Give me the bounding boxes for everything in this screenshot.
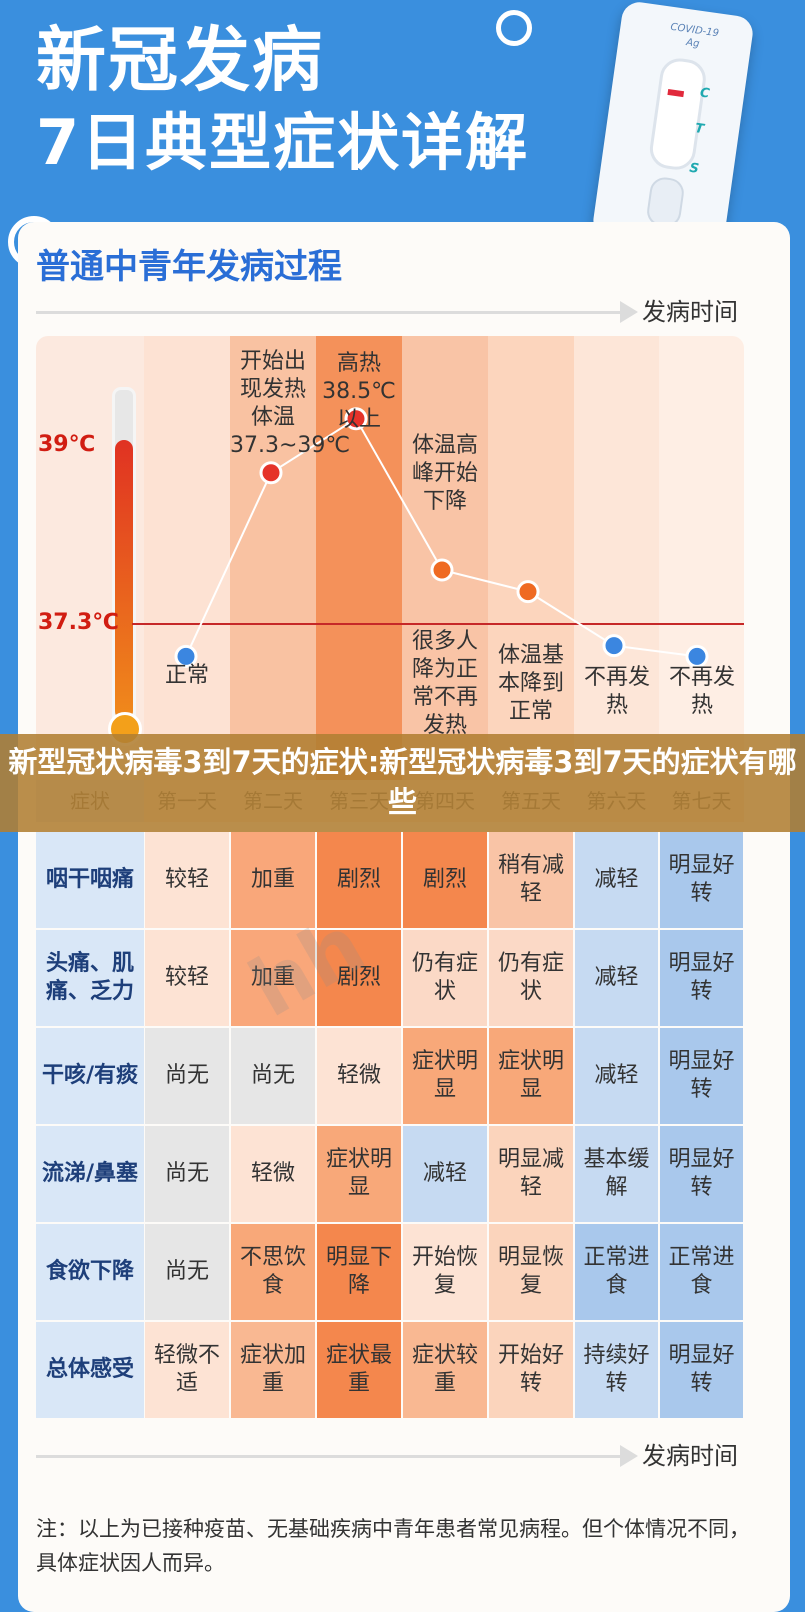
table-row: 头痛、肌痛、乏力 较轻 加重 剧烈 仍有症状 仍有症状 减轻 明显好转 [36, 930, 744, 1028]
threshold-line [132, 623, 744, 625]
symptom-name: 咽干咽痛 [36, 832, 144, 928]
table-cell: 尚无 [145, 1224, 229, 1320]
timeline-arrow-line-bottom [36, 1455, 626, 1458]
table-cell: 尚无 [145, 1028, 229, 1124]
symptom-name: 流涕/鼻塞 [36, 1126, 144, 1222]
table-cell: 仍有症状 [403, 930, 487, 1026]
table-cell: 明显好转 [660, 930, 743, 1026]
table-cell: 基本缓解 [575, 1126, 658, 1222]
table-cell: 减轻 [575, 930, 658, 1026]
timeline-label: 发病时间 [642, 298, 738, 326]
temperature-point [602, 634, 626, 658]
table-cell: 正常进食 [660, 1224, 743, 1320]
note-day5: 体温基本降到正常 [497, 643, 564, 724]
table-cell: 加重 [231, 832, 315, 928]
table-cell: 不思饮食 [231, 1224, 315, 1320]
arrow-right-icon [620, 1445, 638, 1467]
note-day4-top: 体温高峰开始下降 [411, 433, 478, 514]
temperature-point [259, 461, 283, 485]
table-cell: 减轻 [403, 1126, 487, 1222]
temp-label-normal: 37.3℃ [38, 610, 119, 635]
symptom-name: 总体感受 [36, 1322, 144, 1418]
table-cell: 轻微不适 [145, 1322, 229, 1418]
note-day7: 不再发热 [668, 665, 735, 718]
note-day6: 不再发热 [583, 665, 650, 718]
table-cell: 轻微 [317, 1028, 401, 1124]
table-row: 总体感受 轻微不适 症状加重 症状最重 症状较重 开始好转 持续好转 明显好转 [36, 1322, 744, 1420]
table-cell: 症状明显 [403, 1028, 487, 1124]
table-row: 咽干咽痛 较轻 加重 剧烈 剧烈 稍有减轻 减轻 明显好转 [36, 832, 744, 930]
temperature-point [174, 644, 198, 668]
note-day2: 开始出现发热体温37.3~39℃ [230, 349, 351, 458]
temperature-point [516, 580, 540, 604]
symptom-name: 食欲下降 [36, 1224, 144, 1320]
timeline-label-bottom: 发病时间 [642, 1442, 738, 1470]
table-cell: 症状明显 [489, 1028, 573, 1124]
timeline-arrow-line [36, 311, 626, 314]
temp-label-high: 39℃ [38, 432, 96, 457]
section-title: 普通中青年发病过程 [36, 247, 342, 287]
table-cell: 剧烈 [403, 832, 487, 928]
table-cell: 加重 [231, 930, 315, 1026]
table-cell: 症状最重 [317, 1322, 401, 1418]
table-cell: 明显减轻 [489, 1126, 573, 1222]
temperature-point [344, 407, 368, 431]
symptom-name: 干咳/有痰 [36, 1028, 144, 1124]
page-title: 新冠发病 [36, 19, 324, 101]
temperature-point [430, 558, 454, 582]
table-cell: 尚无 [145, 1126, 229, 1222]
table-cell: 症状加重 [231, 1322, 315, 1418]
symptom-name: 头痛、肌痛、乏力 [36, 930, 144, 1026]
table-cell: 明显好转 [660, 1322, 743, 1418]
table-cell: 开始好转 [489, 1322, 573, 1418]
table-cell: 明显好转 [660, 1028, 743, 1124]
table-cell: 剧烈 [317, 930, 401, 1026]
table-cell: 明显下降 [317, 1224, 401, 1320]
table-cell: 尚无 [231, 1028, 315, 1124]
table-cell: 轻微 [231, 1126, 315, 1222]
temperature-point [685, 644, 709, 668]
table-cell: 较轻 [145, 930, 229, 1026]
table-cell: 仍有症状 [489, 930, 573, 1026]
caption-banner-text: 新型冠状病毒3到7天的症状:新型冠状病毒3到7天的症状有哪些 [8, 745, 797, 819]
table-cell: 明显恢复 [489, 1224, 573, 1320]
table-cell: 减轻 [575, 1028, 658, 1124]
footnote: 注：以上为已接种疫苗、无基础疾病中青年患者常见病程。但个体情况不同，具体症状因人… [36, 1517, 750, 1575]
table-cell: 明显好转 [660, 832, 743, 928]
table-cell: 症状明显 [317, 1126, 401, 1222]
table-cell: 较轻 [145, 832, 229, 928]
temperature-line-chart [174, 407, 709, 668]
table-row: 流涕/鼻塞 尚无 轻微 症状明显 减轻 明显减轻 基本缓解 明显好转 [36, 1126, 744, 1224]
table-cell: 稍有减轻 [489, 832, 573, 928]
table-cell: 持续好转 [575, 1322, 658, 1418]
note-day1: 正常 [164, 663, 209, 688]
table-cell: 明显好转 [660, 1126, 743, 1222]
arrow-right-icon [620, 301, 638, 323]
decorative-ring [496, 10, 532, 46]
table-row: 干咳/有痰 尚无 尚无 轻微 症状明显 症状明显 减轻 明显好转 [36, 1028, 744, 1126]
note-day4-bottom: 很多人降为正常不再发热 [411, 629, 478, 738]
table-cell: 正常进食 [575, 1224, 658, 1320]
table-row: 食欲下降 尚无 不思饮食 明显下降 开始恢复 明显恢复 正常进食 正常进食 [36, 1224, 744, 1322]
page-subtitle: 7日典型症状详解 [36, 106, 530, 179]
table-cell: 减轻 [575, 832, 658, 928]
thermometer-fill [115, 440, 133, 720]
table-cell: 症状较重 [403, 1322, 487, 1418]
table-cell: 剧烈 [317, 832, 401, 928]
caption-banner [0, 734, 805, 832]
table-cell: 开始恢复 [403, 1224, 487, 1320]
note-day3: 高热38.5℃以上 [322, 351, 396, 432]
